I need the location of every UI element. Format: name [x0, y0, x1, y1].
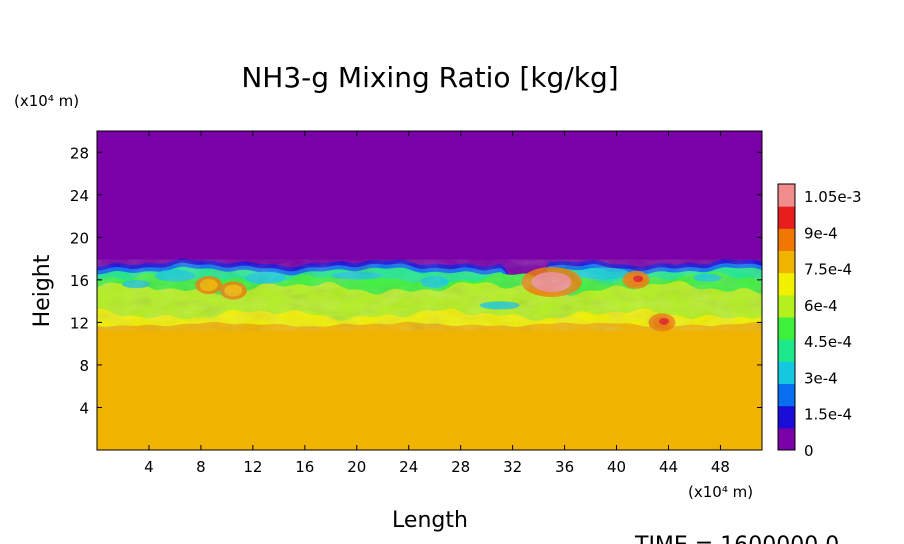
colorbar-swatch: [778, 350, 795, 362]
y-axis: 4 8 12 16 20 24 28: [70, 144, 762, 417]
colorbar-swatch: [778, 195, 795, 207]
colorbar-tick-label: 0: [804, 442, 814, 460]
colorbar-tick-label: 6e-4: [804, 297, 838, 315]
y-unit-label: (x10⁴ m): [14, 92, 79, 110]
colorbar-ticks: 0 1.5e-4 3e-4 4.5e-4 6e-4 7.5e-4 9e-4 1.05e-3: [804, 188, 862, 460]
x-tick-label: 40: [607, 458, 626, 476]
colorbar-tick-label: 1.05e-3: [804, 188, 862, 206]
colorbar-tick-label: 7.5e-4: [804, 261, 852, 279]
x-tick-label: 8: [196, 458, 206, 476]
plot-area: [97, 131, 762, 450]
y-tick-label: 24: [70, 187, 89, 205]
colorbar-swatch: [778, 283, 795, 296]
colorbar-tick-label: 3e-4: [804, 369, 838, 387]
x-tick-label: 36: [555, 458, 574, 476]
colorbar-swatch: [778, 416, 795, 429]
colorbar-swatch: [778, 206, 795, 218]
x-tick-label: 4: [144, 458, 154, 476]
y-axis-label: Height: [30, 254, 55, 327]
colorbar-swatch: [778, 228, 795, 240]
colorbar-swatch: [778, 394, 795, 407]
x-axis: 4 8 12 16 20 24 28 32 36 40 44 48: [144, 131, 730, 476]
x-axis-label: Length: [392, 508, 468, 533]
x-tick-label: 16: [295, 458, 314, 476]
x-tick-label: 28: [451, 458, 470, 476]
x-tick-label: 32: [503, 458, 522, 476]
colorbar-swatch: [778, 250, 795, 263]
y-tick-label: 12: [70, 314, 89, 332]
x-unit-label: (x10⁴ m): [688, 483, 753, 501]
colorbar-swatch: [778, 261, 795, 274]
y-tick-label: 20: [70, 229, 89, 247]
colorbar-swatch: [778, 305, 795, 318]
colorbar-tick-label: 4.5e-4: [804, 333, 852, 351]
colorbar-swatch: [778, 438, 795, 451]
plot-frame: [96, 130, 763, 451]
y-tick-label: 28: [70, 144, 89, 162]
colorbar-swatch: [778, 217, 795, 229]
field-texture: [97, 259, 762, 331]
x-tick-label: 20: [347, 458, 366, 476]
colorbar-swatch: [778, 294, 795, 307]
colorbar: [777, 183, 796, 451]
chart-title: NH3-g Mixing Ratio [kg/kg]: [241, 61, 618, 94]
colorbar-swatch: [778, 339, 795, 351]
colorbar-swatch: [778, 239, 795, 251]
x-tick-label: 24: [399, 458, 418, 476]
x-tick-label: 12: [243, 458, 262, 476]
colorbar-swatch: [778, 361, 795, 373]
colorbar-swatch: [778, 184, 795, 196]
colorbar-swatch: [778, 372, 795, 384]
colorbar-swatch: [778, 427, 795, 440]
y-tick-label: 16: [70, 272, 89, 290]
colorbar-swatch: [778, 272, 795, 285]
x-tick-label: 48: [711, 458, 730, 476]
colorbar-swatch: [778, 328, 795, 340]
colorbar-swatch: [778, 405, 795, 418]
x-tick-label: 44: [659, 458, 678, 476]
colorbar-frame: [777, 183, 796, 451]
colorbar-swatch: [778, 383, 795, 396]
y-tick-label: 8: [79, 357, 89, 375]
y-tick-label: 4: [79, 399, 89, 417]
time-label: TIME = 1600000.0: [634, 533, 839, 544]
colorbar-swatch: [778, 317, 795, 329]
field-band: [97, 321, 762, 450]
field-layer: [97, 258, 762, 450]
colorbar-tick-label: 1.5e-4: [804, 406, 852, 424]
colorbar-tick-label: 9e-4: [804, 224, 838, 242]
